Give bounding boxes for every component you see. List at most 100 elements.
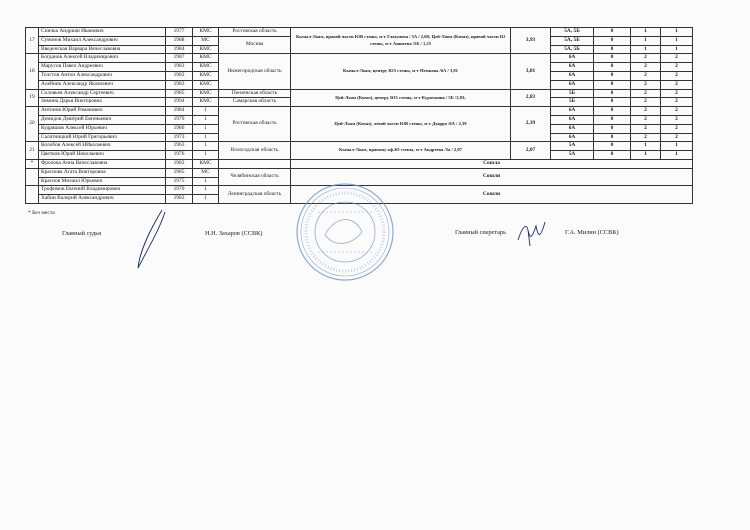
table-row: Краснова Агата Викторовна 1985 МС Челябинск… <box>25 167 693 187</box>
rank: 1 <box>192 150 219 160</box>
result: 0 <box>593 141 631 152</box>
result: 5А <box>550 150 594 160</box>
name: Антонов Юрий Романович <box>38 106 166 116</box>
route: Кызыл-Лоам, правому кф.Ю стены, м-т Андр… <box>290 141 511 160</box>
rank: КМС <box>192 53 219 64</box>
name: Колобов Алексей НИколаевич <box>38 141 166 152</box>
result: 2 <box>660 53 693 64</box>
table-row: 17 Спичка Андриан Иванович 1977 КМС Ростовск… <box>25 26 693 55</box>
result: 1 <box>630 44 661 55</box>
rank: 1 <box>192 123 219 134</box>
judge-signature <box>137 209 166 269</box>
place <box>25 167 39 187</box>
result: 0 <box>593 150 631 160</box>
name: Салатницкий Юрий Григорьевич <box>38 132 166 143</box>
rank: 1 <box>192 194 219 204</box>
result: 1 <box>630 141 661 152</box>
result: 6А <box>550 62 594 72</box>
status: Сошла <box>290 158 693 169</box>
region: Москва <box>218 35 291 55</box>
result: 0 <box>593 123 631 134</box>
result: 2 <box>630 114 661 125</box>
year: 1984 <box>165 44 193 55</box>
result: 5Б <box>550 88 594 99</box>
result: 2 <box>660 106 693 116</box>
table-row: 19 Соловьев Александр Сергеевич 1985 КМС Пен… <box>25 88 693 108</box>
route: Цей-Лоам (Кизаз), левой части ЮВ стены, … <box>290 106 511 143</box>
name: Зимина Дарья Викторовна <box>38 97 166 108</box>
name: Введенская Варвара Вячеславовна <box>38 44 166 55</box>
result: 5А, 5Б <box>550 35 594 46</box>
year: 1985 <box>165 167 193 178</box>
result: 0 <box>593 132 631 143</box>
result: 2 <box>630 70 661 81</box>
region: Ростовская область <box>218 27 291 37</box>
rank: КМС <box>192 70 219 81</box>
rank: МС <box>192 167 219 178</box>
result: 2 <box>630 88 661 99</box>
place: 20 <box>25 106 39 143</box>
result: 0 <box>593 88 631 99</box>
result: 2 <box>660 88 693 99</box>
rank: КМС <box>192 97 219 108</box>
footnote: * Без места <box>28 210 55 216</box>
result: 6А <box>550 132 594 143</box>
result: 2 <box>660 123 693 134</box>
route: Кызыл-Лоам, правой части ЮВ стены, м-т Г… <box>290 26 511 55</box>
result: 0 <box>593 53 631 64</box>
year: 1985 <box>165 88 193 99</box>
result: 1 <box>660 44 693 55</box>
result: 0 <box>593 106 631 116</box>
rank: КМС <box>192 88 219 99</box>
result: 2 <box>630 53 661 64</box>
year: 1986 <box>165 123 193 134</box>
result: 1 <box>660 27 693 37</box>
rank: 1 <box>192 141 219 152</box>
year: 1984 <box>165 106 193 116</box>
name: Фролова Анна Вячеславовна <box>38 158 166 169</box>
table-row: 18 Богданов Алексей Владимирович 1987 КМС Ни… <box>25 53 693 90</box>
place <box>25 185 39 204</box>
year: 1973 <box>165 132 193 143</box>
name: Трофимов Евгений Владимирович <box>38 185 166 196</box>
name: Богданов Алексей Владимирович <box>38 53 166 64</box>
region: Самарская область <box>218 97 291 108</box>
region: Ростовская область <box>218 106 291 143</box>
score: 3,93 <box>510 26 551 55</box>
year: 1970 <box>165 185 193 196</box>
score: 2,07 <box>510 141 551 160</box>
result: 1 <box>630 150 661 160</box>
score: 3,81 <box>510 53 551 90</box>
result: 0 <box>593 79 631 90</box>
result: 0 <box>593 35 631 46</box>
result: 6А <box>550 53 594 64</box>
year: 1983 <box>165 194 193 204</box>
result: 0 <box>593 114 631 125</box>
region: Челябинская область <box>218 167 291 187</box>
region: Ленинградская область <box>218 185 291 204</box>
rank: КМС <box>192 158 219 169</box>
name: Сумонов Михаил Александрович <box>38 35 166 46</box>
year: 1983 <box>165 70 193 81</box>
result: 2 <box>660 62 693 72</box>
table-row: * Фролова Анна Вячеславовна 1983 КМС Сошла <box>25 158 693 169</box>
place: 17 <box>25 26 39 55</box>
chief-judge-name: Н.Н. Захаров (ССВК) <box>205 230 263 237</box>
result: 5А, 5Б <box>550 44 594 55</box>
result: 6А <box>550 79 594 90</box>
result: 5А <box>550 141 594 152</box>
name: Толстов Антон Александрович <box>38 70 166 81</box>
result: 0 <box>593 62 631 72</box>
rank: КМС <box>192 27 219 37</box>
results-table: 17 Спичка Андриан Иванович 1977 КМС Ростовск… <box>25 26 693 204</box>
table-row: Марусов Павел Андреевич 1983 КМС 6А 0 2 2 <box>26 62 693 72</box>
route: Кызыл-Лоам, центру ЮЗ стены, м-т Немкова… <box>290 53 511 90</box>
year: 1979 <box>165 114 193 125</box>
year: 1983 <box>165 158 193 169</box>
year: 1975 <box>165 176 193 187</box>
result: 0 <box>593 44 631 55</box>
rank: 1 <box>192 176 219 187</box>
result: 1 <box>630 27 661 37</box>
region: Нижегородская область <box>218 53 291 90</box>
